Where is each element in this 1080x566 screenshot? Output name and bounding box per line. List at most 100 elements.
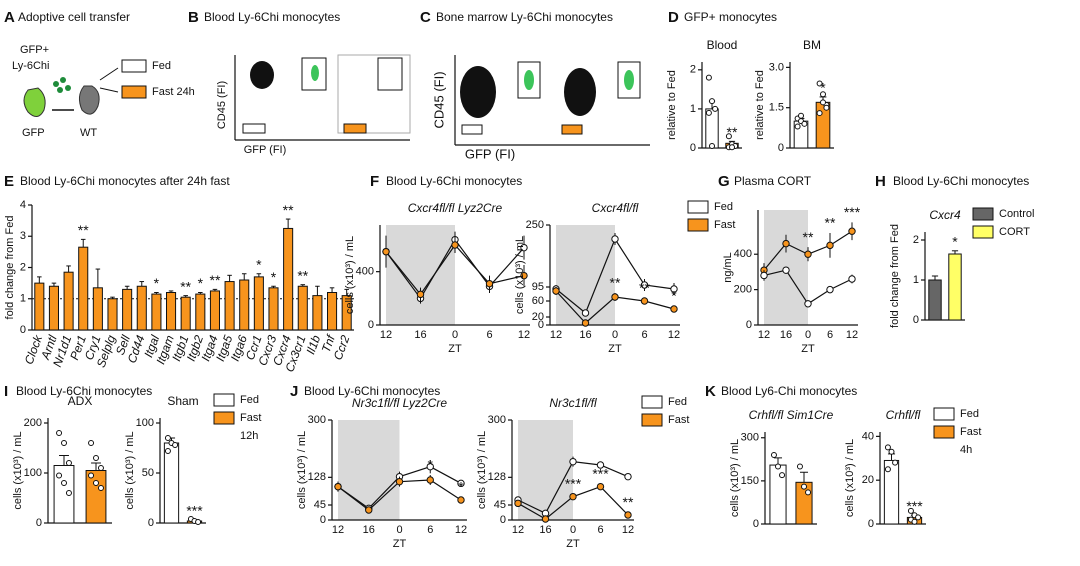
x-tick-label: 0 bbox=[452, 329, 458, 341]
data-point bbox=[520, 271, 528, 280]
data-point bbox=[93, 480, 99, 486]
data-point bbox=[514, 499, 522, 508]
cell-cloud bbox=[524, 70, 534, 90]
data-point bbox=[569, 457, 577, 466]
y-tick-label: 40 bbox=[862, 430, 874, 442]
panel-title: Blood Ly-6Chi monocytes after 24h fast bbox=[20, 174, 230, 188]
y-axis-label: cells (x10³) / mL bbox=[296, 431, 308, 509]
data-point bbox=[804, 300, 812, 308]
data-point bbox=[334, 482, 342, 491]
y-tick-label: 0 bbox=[778, 142, 784, 154]
y-tick-label: 300 bbox=[741, 432, 759, 444]
x-tick-label: 6 bbox=[427, 524, 433, 536]
data-point bbox=[61, 440, 67, 446]
cell-cloud bbox=[624, 70, 634, 90]
legend-swatch bbox=[213, 393, 235, 407]
label: GFP bbox=[22, 127, 45, 139]
significance: ** bbox=[639, 280, 650, 296]
chart-title: Blood bbox=[707, 38, 738, 52]
y-tick-label: 400 bbox=[356, 266, 374, 278]
y-axis-label: cells (x10³) / mL bbox=[514, 236, 526, 314]
bar bbox=[78, 246, 89, 331]
bar bbox=[107, 298, 118, 331]
bar bbox=[136, 285, 147, 331]
legend-label: Fast bbox=[714, 219, 735, 231]
data-point bbox=[779, 472, 786, 479]
axis-label: GFP (FI) bbox=[465, 146, 515, 161]
chart-title: Crhfl/fl bbox=[886, 408, 921, 422]
mouse-wt bbox=[78, 85, 100, 115]
y-tick-label: 300 bbox=[308, 414, 326, 426]
panel-letter: C bbox=[420, 9, 431, 26]
legend-label: Fast bbox=[960, 426, 981, 438]
data-point bbox=[907, 507, 914, 514]
y-tick-label: 20 bbox=[532, 311, 544, 323]
data-point bbox=[705, 109, 712, 116]
chart-title: BM bbox=[803, 38, 821, 52]
data-point bbox=[172, 442, 179, 448]
bar bbox=[163, 442, 180, 524]
legend-label: Fast bbox=[240, 412, 261, 424]
y-axis-label: cells (x10³) / mL bbox=[12, 431, 24, 509]
significance: ** bbox=[180, 278, 191, 294]
gate bbox=[301, 57, 327, 91]
night-shade bbox=[518, 420, 573, 520]
data-point bbox=[804, 250, 812, 258]
data-point bbox=[382, 247, 390, 256]
cell-cloud bbox=[311, 65, 319, 81]
y-tick-label: 0 bbox=[36, 517, 42, 529]
x-tick-label: 16 bbox=[579, 329, 591, 341]
data-point bbox=[823, 104, 830, 111]
significance: * bbox=[820, 80, 826, 96]
chart: 0 400 Cxcr4fl/fl Lyz2Cre cells (x10³) / mL 1… bbox=[344, 201, 530, 355]
panel-letter: K bbox=[705, 383, 716, 400]
legend-label: Fast bbox=[668, 414, 689, 426]
data-point bbox=[884, 466, 891, 473]
y-axis-label: fold change from Fed bbox=[889, 224, 901, 328]
y-tick-label: 45 bbox=[494, 499, 506, 511]
data-point bbox=[782, 239, 790, 248]
x-tick-label: 12 bbox=[332, 524, 344, 536]
bar bbox=[180, 296, 191, 331]
panel-letter: H bbox=[875, 173, 886, 190]
bar bbox=[283, 227, 294, 331]
significance: * bbox=[428, 457, 434, 473]
significance: *** bbox=[565, 476, 582, 492]
y-tick-label: 0 bbox=[320, 514, 326, 526]
significance: ** bbox=[210, 272, 221, 288]
y-tick-label: 2 bbox=[690, 64, 696, 76]
x-tick-label: 16 bbox=[780, 329, 792, 341]
chart: 0 50 100 Sham cells (x10³) / mL *** Fed Fast 12h bbox=[124, 393, 261, 529]
significance: * bbox=[671, 288, 677, 304]
y-axis-label: cells (x10³) / mL bbox=[124, 431, 136, 509]
data-point bbox=[709, 98, 715, 105]
data-point bbox=[520, 243, 528, 252]
panel-title: Blood Ly-6Chi monocytes bbox=[204, 10, 340, 24]
significance: *** bbox=[906, 498, 923, 514]
night-shade bbox=[338, 420, 400, 520]
data-point bbox=[365, 506, 373, 514]
y-tick-label: 20 bbox=[862, 474, 874, 486]
y-tick-label: 2 bbox=[20, 261, 26, 273]
y-tick-label: 45 bbox=[314, 499, 326, 511]
data-point bbox=[848, 275, 856, 283]
significance: ** bbox=[297, 267, 308, 283]
y-tick-label: 0 bbox=[20, 324, 26, 336]
gate bbox=[617, 61, 641, 99]
chart-title: Nr3c1fl/fl Lyz2Cre bbox=[352, 396, 447, 410]
y-axis-label: ng/mL bbox=[722, 252, 734, 283]
data-point bbox=[457, 496, 465, 504]
data-point bbox=[624, 472, 632, 481]
gate bbox=[517, 61, 541, 99]
cell-cloud bbox=[250, 61, 274, 89]
data-point bbox=[611, 235, 619, 243]
data-point bbox=[826, 285, 834, 294]
significance: * bbox=[952, 234, 958, 250]
label: WT bbox=[80, 127, 97, 139]
panel-letter: B bbox=[188, 9, 199, 26]
y-tick-label: 1 bbox=[20, 293, 26, 305]
axis-label: CD45 (FI) bbox=[431, 71, 446, 128]
data-point bbox=[782, 266, 790, 274]
